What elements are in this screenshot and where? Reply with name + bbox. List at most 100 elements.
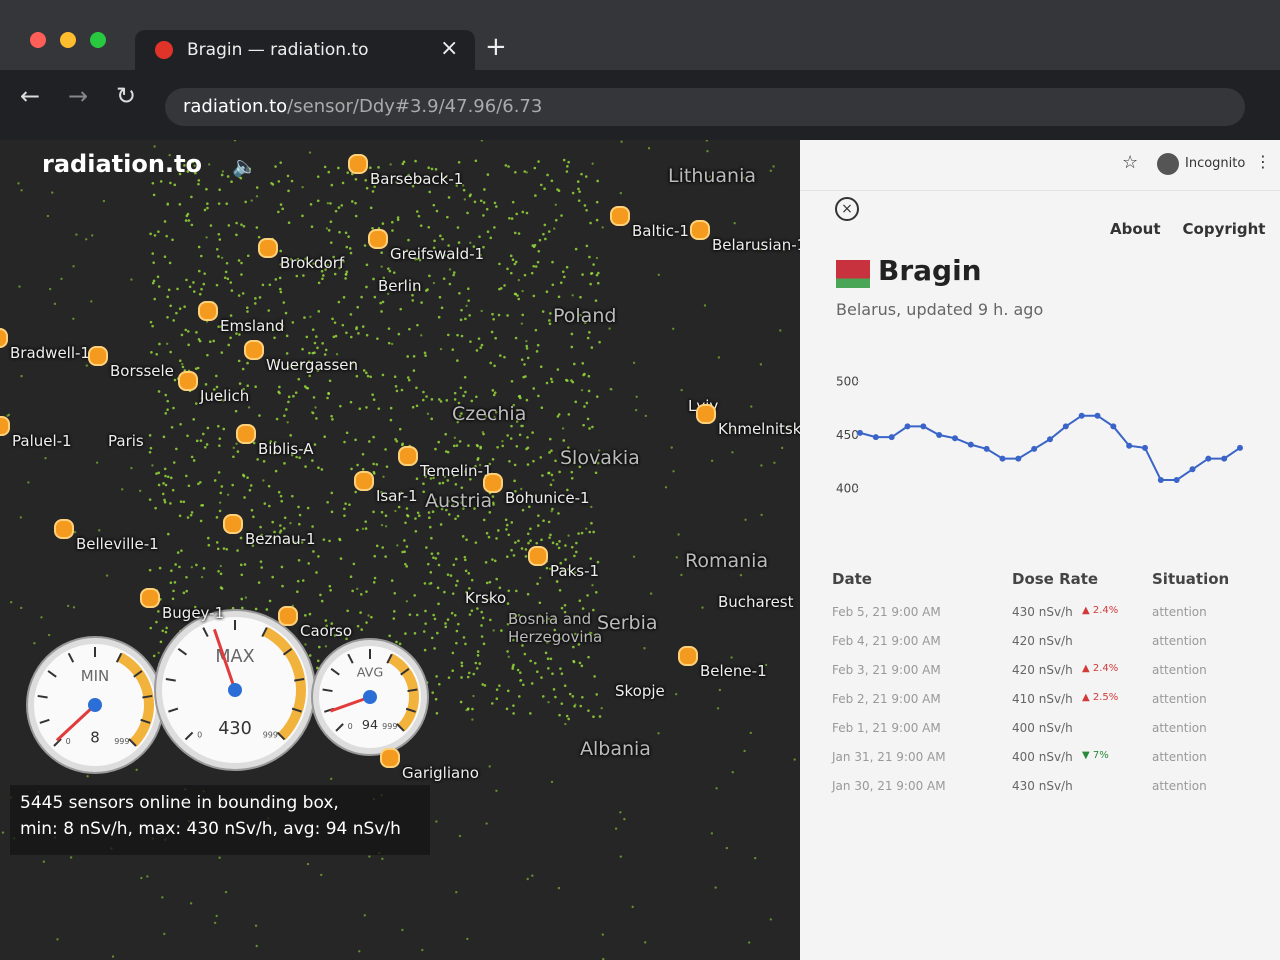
profile-icon[interactable] bbox=[1157, 153, 1179, 175]
back[interactable]: ← bbox=[20, 82, 41, 110]
sensor-dot bbox=[153, 145, 156, 148]
sensor-dot bbox=[242, 473, 245, 477]
close-panel[interactable]: × bbox=[835, 197, 859, 221]
sensor-dot bbox=[349, 400, 353, 404]
sensor-dot bbox=[515, 212, 519, 216]
sensor-dot bbox=[536, 582, 539, 586]
sensor-dot bbox=[197, 179, 201, 182]
sensor-dot bbox=[186, 212, 190, 216]
sensor-dot bbox=[226, 493, 230, 496]
sensor-dot bbox=[610, 388, 613, 391]
sensor-dot bbox=[515, 420, 519, 423]
sensor-dot bbox=[372, 462, 375, 466]
close-window[interactable] bbox=[30, 32, 46, 48]
sensor-dot bbox=[355, 327, 358, 331]
sensor-dot bbox=[324, 348, 328, 352]
sensor-dot bbox=[505, 523, 509, 527]
sensor-dot bbox=[512, 712, 515, 715]
sensor-dot bbox=[393, 591, 397, 595]
sensor-dot bbox=[200, 287, 203, 291]
sensor-dot bbox=[568, 692, 572, 696]
tab-close[interactable]: × bbox=[440, 36, 459, 61]
maximize-window[interactable] bbox=[90, 32, 106, 48]
sensor-dot bbox=[437, 398, 441, 401]
plant-icon bbox=[368, 229, 388, 249]
sensor-dot bbox=[549, 312, 552, 315]
sensor-dot bbox=[786, 426, 790, 429]
sensor-dot bbox=[516, 408, 519, 412]
sensor-dot bbox=[217, 471, 221, 474]
sensor-dot bbox=[285, 334, 289, 338]
sensor-dot bbox=[181, 365, 185, 369]
sensor-dot bbox=[446, 333, 450, 337]
sensor-dot bbox=[467, 572, 471, 575]
sensor-dot bbox=[225, 547, 229, 551]
sensor-dot bbox=[298, 513, 302, 517]
sensor-dot bbox=[232, 446, 235, 450]
sensor-dot bbox=[511, 258, 515, 262]
city-label: Krsko bbox=[465, 589, 507, 607]
sensor-dot bbox=[283, 414, 286, 417]
sensor-dot bbox=[255, 186, 259, 189]
sensor-dot bbox=[356, 528, 359, 532]
sensor-dot bbox=[199, 519, 203, 523]
menu[interactable]: ⋮ bbox=[1255, 152, 1271, 171]
sensor-dot bbox=[343, 440, 346, 444]
sensor-dot bbox=[317, 466, 320, 469]
sensor-dot bbox=[164, 630, 168, 634]
sensor-dot bbox=[372, 277, 375, 281]
profile-label[interactable]: Incognito bbox=[1185, 156, 1246, 171]
sensor-dot bbox=[56, 938, 59, 941]
sensor-dot bbox=[422, 490, 425, 494]
sensor-dot bbox=[760, 464, 763, 467]
logo[interactable]: radiation.to bbox=[42, 150, 202, 178]
sensor-dot bbox=[182, 500, 186, 504]
gauge-value: 94 bbox=[362, 718, 378, 733]
reload[interactable]: ↻ bbox=[116, 82, 137, 110]
sensor-dot bbox=[538, 601, 542, 605]
date-cell: Feb 2, 21 9:00 AM bbox=[832, 692, 941, 706]
bookmark[interactable]: ☆ bbox=[1122, 152, 1139, 173]
sensor-dot bbox=[219, 325, 222, 328]
sensor-dot bbox=[580, 172, 583, 176]
sensor-dot bbox=[394, 509, 397, 513]
sensor-dot bbox=[348, 247, 352, 250]
country-label: Albania bbox=[580, 738, 651, 760]
sensor-dot bbox=[574, 614, 578, 618]
map[interactable]: radiation.to 🔈 5445 sensors online in bo… bbox=[0, 140, 800, 960]
sensor-dot bbox=[486, 173, 490, 176]
sensor-dot bbox=[469, 241, 472, 244]
sensor-dot bbox=[246, 384, 250, 388]
sensor-dot bbox=[556, 368, 560, 371]
new-tab[interactable]: + bbox=[485, 32, 507, 62]
sensor-dot bbox=[345, 270, 349, 274]
sensor-dot bbox=[176, 287, 179, 291]
y-tick-label: 450 bbox=[836, 428, 859, 442]
sensor-dot bbox=[470, 399, 474, 403]
sensor-dot bbox=[274, 278, 278, 281]
nav-link[interactable]: Copyright bbox=[1182, 220, 1266, 238]
sensor-dot bbox=[287, 365, 290, 369]
sensor-dot bbox=[527, 541, 530, 545]
sensor-dot bbox=[476, 654, 480, 657]
sound-toggle[interactable]: 🔈 bbox=[232, 154, 257, 178]
address-bar[interactable]: radiation.to/sensor/Ddy#3.9/47.96/6.73 bbox=[165, 88, 1245, 126]
sensor-dot bbox=[672, 470, 675, 473]
sensor-dot bbox=[279, 263, 283, 266]
sensor-dot bbox=[327, 229, 331, 232]
sensor-dot bbox=[284, 311, 288, 315]
sensor-dot bbox=[495, 697, 499, 701]
sensor-dot bbox=[414, 529, 418, 533]
tab[interactable]: Bragin — radiation.to × bbox=[135, 30, 475, 70]
minimize-window[interactable] bbox=[60, 32, 76, 48]
sensor-dot bbox=[345, 245, 349, 249]
sensor-dot bbox=[372, 581, 376, 584]
sensor-dot bbox=[338, 230, 341, 234]
forward[interactable]: → bbox=[68, 82, 89, 110]
plant-label: Belarusian-1 bbox=[712, 236, 800, 254]
sensor-dot bbox=[426, 472, 430, 475]
nav-link[interactable]: About bbox=[1110, 220, 1161, 238]
sensor-dot bbox=[532, 264, 535, 268]
sensor-dot bbox=[533, 166, 537, 170]
plant-icon bbox=[483, 473, 503, 493]
